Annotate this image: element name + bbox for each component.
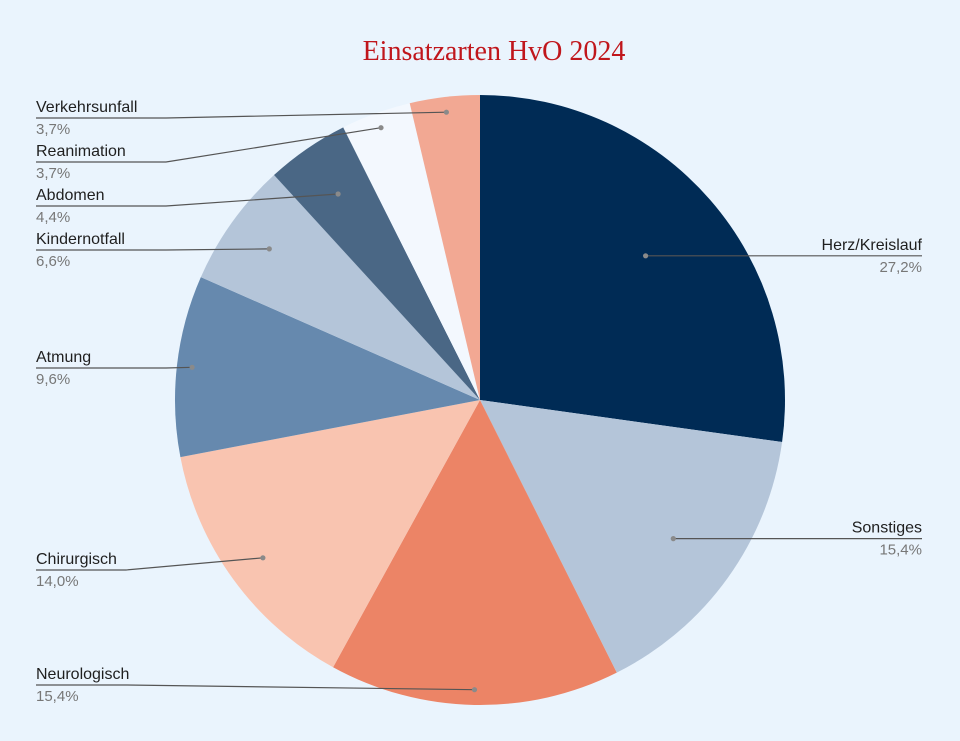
slice-value-atmung: 9,6%	[36, 371, 70, 388]
leader-dot-atmung	[189, 364, 195, 370]
slice-value-abdomen: 4,4%	[36, 209, 70, 226]
leader-dot-abdomen	[335, 191, 341, 197]
leader-line-reanimation	[36, 127, 382, 163]
slice-value-sonstiges: 15,4%	[879, 542, 922, 559]
slice-label-verkehrsunfall: Verkehrsunfall	[36, 99, 137, 116]
leader-dot-herz-kreislauf	[643, 253, 649, 259]
leader-line-chirurgisch	[36, 557, 263, 571]
leader-dot-reanimation	[378, 125, 384, 131]
slice-value-chirurgisch: 14,0%	[36, 573, 79, 590]
chart-title: Einsatzarten HvO 2024	[363, 36, 626, 67]
slice-label-herz-kreislauf: Herz/Kreislauf	[822, 237, 923, 254]
pie-slice-abdomen	[274, 127, 480, 400]
pie-slice-herz-kreislauf	[480, 95, 785, 443]
slice-label-kindernotfall: Kindernotfall	[36, 231, 125, 248]
leader-dot-sonstiges	[670, 536, 676, 542]
pie-slice-verkehrsunfall	[409, 95, 480, 400]
slice-value-kindernotfall: 6,6%	[36, 253, 70, 270]
leader-dot-chirurgisch	[260, 555, 266, 561]
leader-dot-kindernotfall	[266, 246, 272, 252]
slice-value-verkehrsunfall: 3,7%	[36, 121, 70, 138]
pie-slice-kindernotfall	[200, 175, 480, 400]
leader-line-verkehrsunfall	[36, 111, 447, 119]
slice-label-atmung: Atmung	[36, 349, 91, 366]
leader-dot-verkehrsunfall	[443, 109, 449, 115]
pie-slices	[174, 95, 785, 705]
leader-line-kindernotfall	[36, 248, 270, 251]
pie-labels: Herz/Kreislauf 27,2% Sonstiges 15,4% Neurolo…	[36, 99, 923, 705]
slice-value-neurologisch: 15,4%	[36, 688, 79, 705]
slice-label-sonstiges: Sonstiges	[852, 520, 922, 537]
leader-line-neurologisch	[36, 684, 475, 691]
pie-slice-atmung	[174, 277, 480, 458]
pie-slice-reanimation	[343, 103, 480, 400]
slice-label-reanimation: Reanimation	[36, 143, 126, 160]
leader-line-abdomen	[36, 193, 339, 207]
pie-slice-sonstiges	[480, 400, 783, 673]
slice-label-neurologisch: Neurologisch	[36, 666, 129, 683]
leader-line-atmung	[36, 366, 193, 369]
pie-slice-neurologisch	[333, 400, 617, 705]
pie-slice-chirurgisch	[180, 400, 480, 668]
slice-value-reanimation: 3,7%	[36, 165, 70, 182]
slice-value-herz-kreislauf: 27,2%	[879, 259, 922, 276]
slice-label-abdomen: Abdomen	[36, 187, 105, 204]
leader-dot-neurologisch	[471, 687, 478, 693]
slice-label-chirurgisch: Chirurgisch	[36, 551, 117, 568]
